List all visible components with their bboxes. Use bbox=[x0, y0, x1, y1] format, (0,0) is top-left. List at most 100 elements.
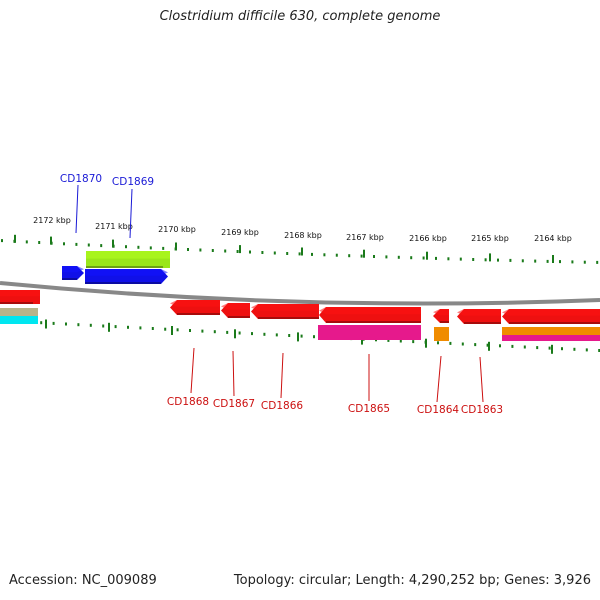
minor-tick bbox=[63, 242, 65, 246]
minor-tick bbox=[509, 258, 512, 262]
minor-tick bbox=[139, 326, 142, 330]
gene-feature[interactable] bbox=[502, 335, 600, 341]
minor-tick bbox=[571, 260, 574, 264]
minor-tick bbox=[127, 325, 129, 329]
minor-tick bbox=[387, 338, 390, 342]
major-tick bbox=[361, 335, 363, 345]
minor-tick bbox=[335, 253, 338, 257]
major-tick bbox=[14, 234, 16, 243]
minor-tick bbox=[585, 348, 588, 352]
ruler-label: 2165 kbp bbox=[471, 234, 509, 243]
gene-feature-cd1867[interactable] bbox=[221, 303, 250, 318]
minor-tick bbox=[201, 329, 204, 333]
gene-feature[interactable] bbox=[502, 309, 600, 324]
minor-tick bbox=[286, 252, 289, 255]
minor-tick bbox=[583, 260, 586, 264]
minor-tick bbox=[1, 239, 3, 243]
minor-tick bbox=[38, 241, 41, 244]
minor-tick bbox=[273, 251, 276, 255]
minor-tick bbox=[65, 322, 67, 326]
tick-row-upper bbox=[1, 234, 599, 264]
minor-tick bbox=[449, 341, 452, 345]
minor-tick bbox=[224, 249, 227, 253]
gene-feature[interactable] bbox=[0, 316, 38, 324]
gene-labels: CD1870 CD1869 CD1868 CD1867 CD1866 CD1865 CD18… bbox=[60, 173, 503, 416]
minor-tick bbox=[536, 346, 539, 350]
minor-tick bbox=[360, 254, 363, 258]
minor-tick bbox=[251, 332, 253, 336]
ruler-label: 2171 kbp bbox=[95, 222, 133, 231]
minor-tick bbox=[523, 345, 526, 349]
genome-backbone bbox=[0, 281, 600, 306]
gene-feature-cd1863[interactable] bbox=[457, 309, 501, 324]
minor-tick bbox=[40, 321, 43, 325]
minor-tick bbox=[249, 250, 251, 254]
major-tick bbox=[45, 319, 47, 329]
gene-label-cd1870[interactable]: CD1870 bbox=[60, 173, 102, 185]
minor-tick bbox=[459, 257, 462, 261]
gene-feature-cd1869[interactable] bbox=[85, 269, 168, 284]
major-tick bbox=[551, 344, 553, 354]
minor-tick bbox=[447, 257, 450, 261]
gene-features[interactable] bbox=[0, 251, 600, 341]
minor-tick bbox=[100, 244, 103, 248]
gene-feature-cd1870[interactable] bbox=[62, 266, 84, 280]
minor-tick bbox=[211, 249, 214, 252]
gene-feature[interactable] bbox=[318, 325, 421, 340]
label-leader-line bbox=[479, 356, 484, 403]
gene-feature-cd1866[interactable] bbox=[251, 304, 319, 319]
gene-feature-cd1865[interactable] bbox=[319, 307, 421, 323]
minor-tick bbox=[300, 334, 303, 338]
gene-feature[interactable] bbox=[502, 327, 600, 335]
minor-tick bbox=[75, 242, 78, 246]
minor-tick bbox=[546, 259, 549, 263]
minor-tick bbox=[435, 256, 437, 260]
gene-feature[interactable] bbox=[0, 308, 38, 316]
minor-tick bbox=[213, 330, 216, 334]
minor-tick bbox=[125, 245, 127, 249]
rna-feature[interactable] bbox=[86, 251, 170, 268]
label-leader-line bbox=[232, 350, 235, 397]
major-tick bbox=[108, 322, 110, 332]
gene-label-cd1867[interactable]: CD1867 bbox=[213, 398, 255, 410]
minor-tick bbox=[385, 255, 388, 259]
ruler-label: 2170 kbp bbox=[158, 225, 196, 234]
minor-tick bbox=[474, 343, 477, 347]
gene-label-cd1865[interactable]: CD1865 bbox=[348, 403, 390, 415]
minor-tick bbox=[25, 240, 28, 244]
major-tick bbox=[239, 245, 241, 254]
map-title: Clostridium difficile 630, complete geno… bbox=[159, 9, 441, 24]
minor-tick bbox=[596, 260, 599, 264]
gene-label-cd1869[interactable]: CD1869 bbox=[112, 176, 154, 188]
gene-label-cd1868[interactable]: CD1868 bbox=[167, 396, 209, 408]
minor-tick bbox=[311, 252, 313, 256]
minor-tick bbox=[323, 253, 326, 257]
minor-tick bbox=[422, 256, 425, 260]
major-tick bbox=[50, 236, 52, 245]
major-tick bbox=[112, 239, 114, 248]
minor-tick bbox=[437, 341, 439, 345]
minor-tick bbox=[410, 256, 413, 260]
minor-tick bbox=[399, 339, 402, 343]
gene-feature[interactable] bbox=[0, 290, 40, 304]
minor-tick bbox=[521, 259, 524, 263]
minor-tick bbox=[189, 329, 191, 332]
major-tick bbox=[488, 341, 490, 351]
minor-tick bbox=[275, 333, 278, 337]
gene-label-cd1864[interactable]: CD1864 bbox=[417, 404, 459, 416]
ruler-label: 2166 kbp bbox=[409, 234, 447, 243]
gene-label-cd1863[interactable]: CD1863 bbox=[461, 404, 503, 416]
minor-tick bbox=[164, 327, 167, 331]
minor-tick bbox=[102, 324, 105, 328]
gene-feature[interactable] bbox=[434, 327, 449, 341]
minor-tick bbox=[52, 321, 55, 325]
gene-feature-cd1864[interactable] bbox=[433, 309, 449, 323]
minor-tick bbox=[187, 248, 189, 251]
minor-tick bbox=[397, 255, 400, 259]
minor-tick bbox=[486, 343, 489, 347]
minor-tick bbox=[137, 245, 140, 249]
gene-label-cd1866[interactable]: CD1866 bbox=[261, 400, 303, 412]
gene-feature-cd1868[interactable] bbox=[170, 300, 220, 315]
minor-tick bbox=[313, 335, 315, 339]
